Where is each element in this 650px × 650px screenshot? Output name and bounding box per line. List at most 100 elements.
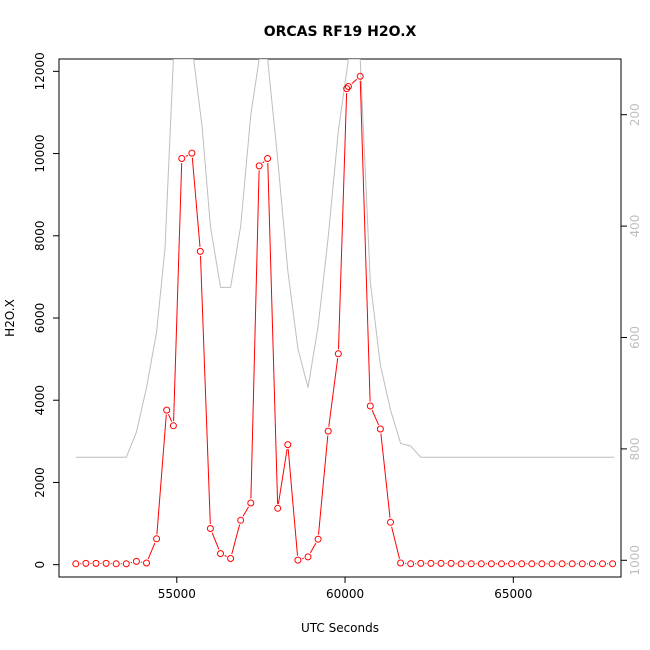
data-point: [294, 556, 302, 564]
data-point: [599, 560, 606, 568]
primary-series-segment: [200, 255, 211, 525]
data-point: [72, 560, 80, 568]
primary-series-segment: [267, 162, 279, 504]
primary-series-segment: [147, 542, 156, 560]
data-point: [237, 516, 245, 524]
primary-series-segment: [231, 524, 241, 555]
data-point: [437, 559, 445, 567]
data-point: [143, 559, 150, 567]
data-point: [217, 550, 224, 558]
data-point: [188, 149, 196, 157]
data-point: [397, 559, 405, 567]
primary-series-segment: [211, 532, 220, 550]
data-point: [344, 83, 352, 90]
y-axis-label: H2O.X: [3, 299, 17, 337]
data-point: [578, 560, 586, 568]
data-point: [122, 560, 130, 568]
data-point: [548, 560, 556, 568]
data-point: [163, 406, 171, 414]
primary-series-segment: [380, 433, 391, 518]
data-point: [427, 559, 435, 567]
data-point: [467, 560, 475, 568]
plot-frame: [58, 58, 622, 578]
data-point: [102, 559, 110, 567]
data-point: [518, 560, 526, 568]
primary-series-segment: [338, 93, 348, 350]
primary-series-segment: [391, 526, 400, 559]
data-point: [227, 555, 235, 562]
y-tick-label: 8000: [33, 221, 47, 252]
data-point: [387, 518, 394, 526]
primary-series-segment: [224, 555, 227, 557]
x-tick-label: 55000: [158, 587, 196, 601]
y-axis: 0 2000 4000 6000 8000 10000 12000: [33, 52, 60, 569]
data-point: [407, 560, 415, 568]
data-point: [417, 559, 425, 567]
primary-series-segment: [191, 157, 201, 247]
data-point: [112, 560, 120, 568]
x-axis-label: UTC Seconds: [301, 621, 379, 635]
primary-series-segment: [156, 414, 167, 535]
data-point: [477, 560, 485, 568]
primary-series-segment: [185, 154, 189, 157]
y-tick-label: 0: [33, 561, 47, 569]
y2-tick-label: 400: [628, 215, 642, 238]
primary-series-segment: [287, 449, 298, 556]
y-tick-label: 4000: [33, 385, 47, 416]
y-tick-label: 2000: [33, 467, 47, 498]
y2-tick-label: 600: [628, 326, 642, 349]
data-point: [487, 560, 495, 568]
primary-series-segment: [351, 78, 358, 84]
primary-series-segment: [168, 414, 173, 422]
data-point: [588, 560, 596, 568]
secondary-series-layer: [75, 59, 615, 458]
y-tick-label: 6000: [33, 303, 47, 334]
data-point: [609, 560, 617, 568]
data-point: [356, 72, 364, 80]
data-point: [508, 560, 516, 568]
data-point: [558, 560, 566, 568]
data-point: [498, 560, 505, 568]
data-point: [255, 162, 263, 170]
data-point: [528, 560, 536, 568]
y-tick-label: 12000: [33, 52, 47, 90]
primary-series-segment: [302, 557, 304, 560]
data-point: [178, 155, 186, 162]
data-point: [314, 535, 322, 543]
primary-series-segment: [277, 449, 288, 504]
x-axis: 55000 60000 65000: [158, 576, 532, 601]
y-tick-label: 10000: [33, 134, 47, 172]
primary-series-segment: [328, 358, 339, 427]
chart-title: ORCAS RF19 H2O.X: [264, 24, 417, 40]
primary-series-segment: [371, 409, 380, 426]
data-point: [82, 559, 90, 567]
y2-axis: 200 400 600 800 1000: [620, 103, 642, 576]
data-point: [304, 553, 312, 561]
primary-series-layer: [72, 72, 617, 568]
data-point: [284, 441, 292, 449]
primary-series-segment: [318, 435, 329, 535]
primary-series-segment: [262, 161, 265, 164]
primary-series-segment: [359, 80, 371, 402]
data-point: [376, 425, 384, 433]
data-point: [264, 155, 272, 162]
data-point: [568, 560, 576, 568]
data-point: [447, 559, 455, 567]
data-point: [206, 525, 214, 532]
data-point: [169, 422, 177, 430]
data-point: [92, 559, 100, 567]
data-point: [196, 247, 204, 255]
data-point: [366, 402, 374, 410]
primary-series-segment: [250, 170, 260, 499]
data-point: [343, 85, 351, 93]
data-point: [153, 535, 161, 543]
secondary-series-line: [75, 59, 615, 458]
y2-tick-label: 800: [628, 437, 642, 460]
y2-tick-label: 1000: [628, 545, 642, 576]
data-point: [334, 350, 342, 358]
x-tick-label: 60000: [326, 587, 364, 601]
data-point: [247, 499, 255, 507]
data-point: [132, 557, 140, 565]
primary-series-segment: [309, 542, 317, 554]
